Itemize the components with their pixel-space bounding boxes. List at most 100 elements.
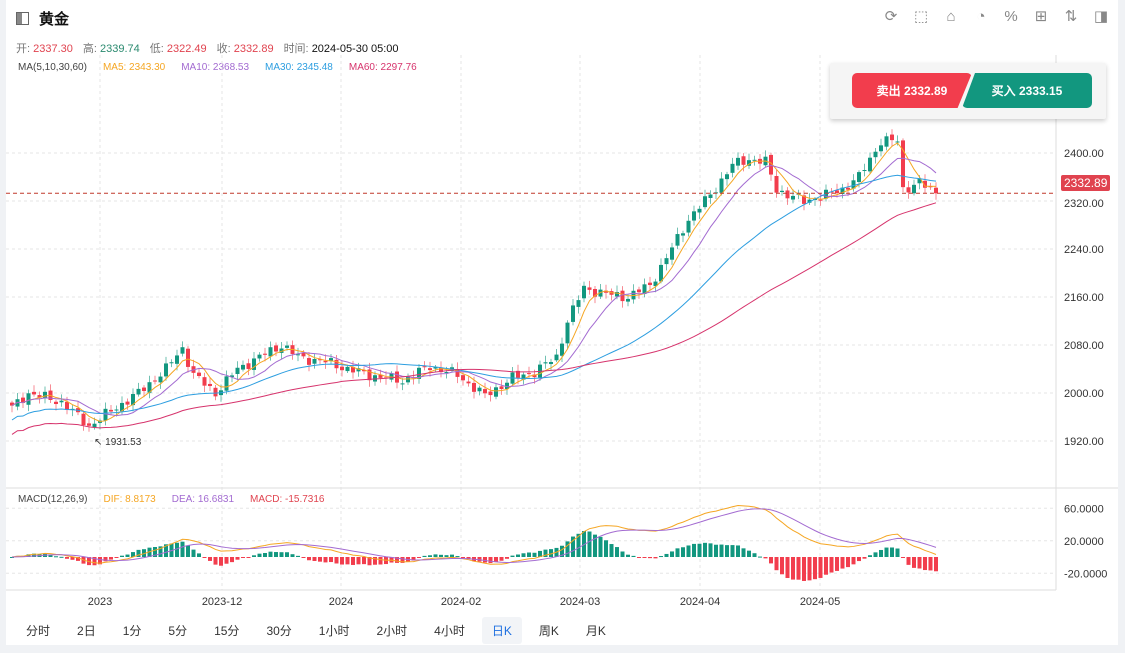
candle-body [494, 387, 498, 397]
candle-body [197, 372, 201, 377]
tab-period[interactable]: 4小时 [434, 624, 465, 638]
date-axis-label: 2024 [329, 596, 353, 608]
sort-icon[interactable]: ⇅ [1064, 8, 1078, 25]
macd-label: MACD(12,26,9) [18, 494, 88, 505]
indicator-icon[interactable]: ⌂ [946, 8, 956, 25]
candle-body [934, 187, 938, 194]
tab-period[interactable]: 2日 [77, 624, 96, 638]
candle-body [681, 233, 685, 236]
price-axis-label: 1920.00 [1064, 436, 1104, 448]
macd-bar [582, 530, 586, 557]
macd-bar [840, 557, 845, 569]
macd-bar [686, 545, 691, 557]
candle-body [54, 401, 58, 405]
macd-bar [774, 557, 779, 571]
macd-bar [488, 557, 493, 564]
macd-bar [725, 545, 729, 557]
macd-bar [477, 557, 482, 562]
candle-body [774, 176, 779, 193]
macd-bar [268, 551, 273, 557]
tab-period[interactable]: 1分 [122, 624, 142, 638]
macd-bar [367, 557, 372, 566]
macd-bar [92, 557, 97, 566]
candle-body [868, 157, 872, 172]
ma30-value: MA30: 2345.48 [265, 62, 333, 73]
sidebar-toggle-icon[interactable] [16, 12, 29, 25]
ma5-value: MA5: 2343.30 [102, 62, 166, 73]
candle-body [21, 397, 25, 403]
macd-bar [912, 557, 916, 568]
candle-body [263, 353, 267, 355]
macd-bar [604, 540, 608, 557]
high-value: 2339.74 [100, 43, 140, 55]
macd-bar [147, 547, 152, 557]
macd-bar [697, 543, 702, 557]
candle-body [477, 387, 482, 392]
tab-period[interactable]: 5分 [168, 624, 188, 638]
candle-body [285, 345, 289, 348]
candle-body [791, 195, 795, 200]
percent-icon[interactable]: % [1004, 8, 1018, 25]
candle-body [32, 391, 36, 395]
tab-period[interactable]: 2小时 [376, 624, 408, 638]
tab-period[interactable]: 1小时 [318, 624, 350, 638]
candle-body [389, 373, 394, 380]
candle-body [642, 284, 647, 295]
candle-body [571, 305, 575, 322]
macd-bar [378, 557, 383, 565]
candle-body [752, 159, 757, 161]
draw-icon[interactable]: ⬚ [913, 8, 929, 25]
macd-axis-label: 20.0000 [1064, 536, 1104, 548]
layout-icon[interactable]: ⊞ [1034, 8, 1048, 25]
macd-bar [356, 557, 361, 565]
candle-body [329, 358, 333, 361]
macd-bar [758, 556, 762, 558]
tab-period-active[interactable]: 日K [481, 617, 522, 644]
panel-icon[interactable]: ◨ [1093, 8, 1109, 25]
macd-bar [202, 557, 207, 558]
refresh-icon[interactable]: ⟳ [884, 8, 898, 25]
tab-period[interactable]: 分时 [26, 624, 51, 638]
macd-bar [76, 557, 80, 561]
candle-body [802, 195, 806, 204]
candle-body [807, 199, 812, 203]
dif-value: DIF: 8.8173 [103, 494, 156, 505]
buy-button[interactable]: 买入 2333.15 [962, 73, 1092, 108]
macd-bar [186, 545, 190, 557]
macd-bar [10, 557, 14, 558]
candle-body [648, 282, 652, 286]
sell-button[interactable]: 卖出 2332.89 [852, 73, 972, 108]
candle-body [444, 372, 449, 374]
candle-body [818, 199, 823, 201]
tab-period[interactable]: 周K [538, 624, 559, 638]
macd-bar [153, 547, 157, 557]
macd-bar [263, 553, 267, 557]
candle-body [598, 289, 603, 297]
candle-body [923, 180, 927, 188]
dea-value: DEA: 16.6831 [171, 494, 234, 505]
tab-period[interactable]: 月K [585, 624, 606, 638]
macd-bar [851, 557, 856, 565]
tab-period[interactable]: 15分 [214, 624, 240, 638]
candle-body [560, 343, 564, 356]
candle-body [846, 187, 850, 190]
candle-body [890, 134, 894, 141]
candle-body [565, 322, 570, 344]
macd-bar [103, 557, 108, 562]
candle-body [780, 190, 784, 193]
candle-body [708, 194, 713, 198]
candle-body [719, 178, 724, 193]
ma10-value: MA10: 2368.53 [181, 62, 250, 73]
macd-bar [884, 547, 889, 557]
macd-bar [609, 544, 614, 557]
candle-body [114, 409, 119, 411]
price-axis-label: 2080.00 [1064, 340, 1104, 352]
pie-icon[interactable]: ◔ [976, 8, 986, 25]
candle-body [670, 247, 674, 260]
macd-bar [422, 555, 427, 557]
candle-body [725, 174, 729, 180]
price-chart[interactable]: 2400.00 2320.00 2240.00 2160.00 2080.00 2000.… [6, 0, 1118, 615]
tab-period[interactable]: 30分 [266, 624, 292, 638]
candle-body [10, 402, 14, 406]
macd-value: MACD: -15.7316 [250, 494, 325, 505]
